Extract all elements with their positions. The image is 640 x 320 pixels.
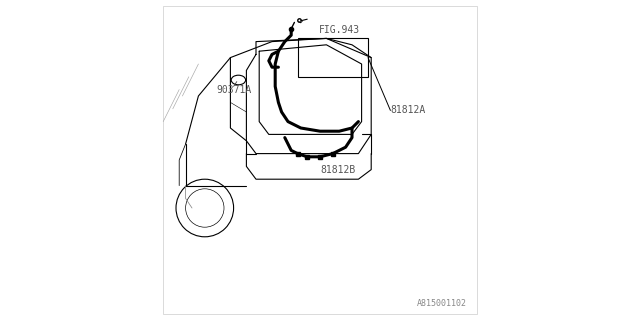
Text: A815001102: A815001102 — [417, 300, 467, 308]
Text: 81812B: 81812B — [320, 164, 355, 175]
Text: 90371A: 90371A — [216, 84, 252, 95]
Text: FIG.943: FIG.943 — [319, 25, 360, 36]
Text: 81812A: 81812A — [390, 105, 426, 116]
